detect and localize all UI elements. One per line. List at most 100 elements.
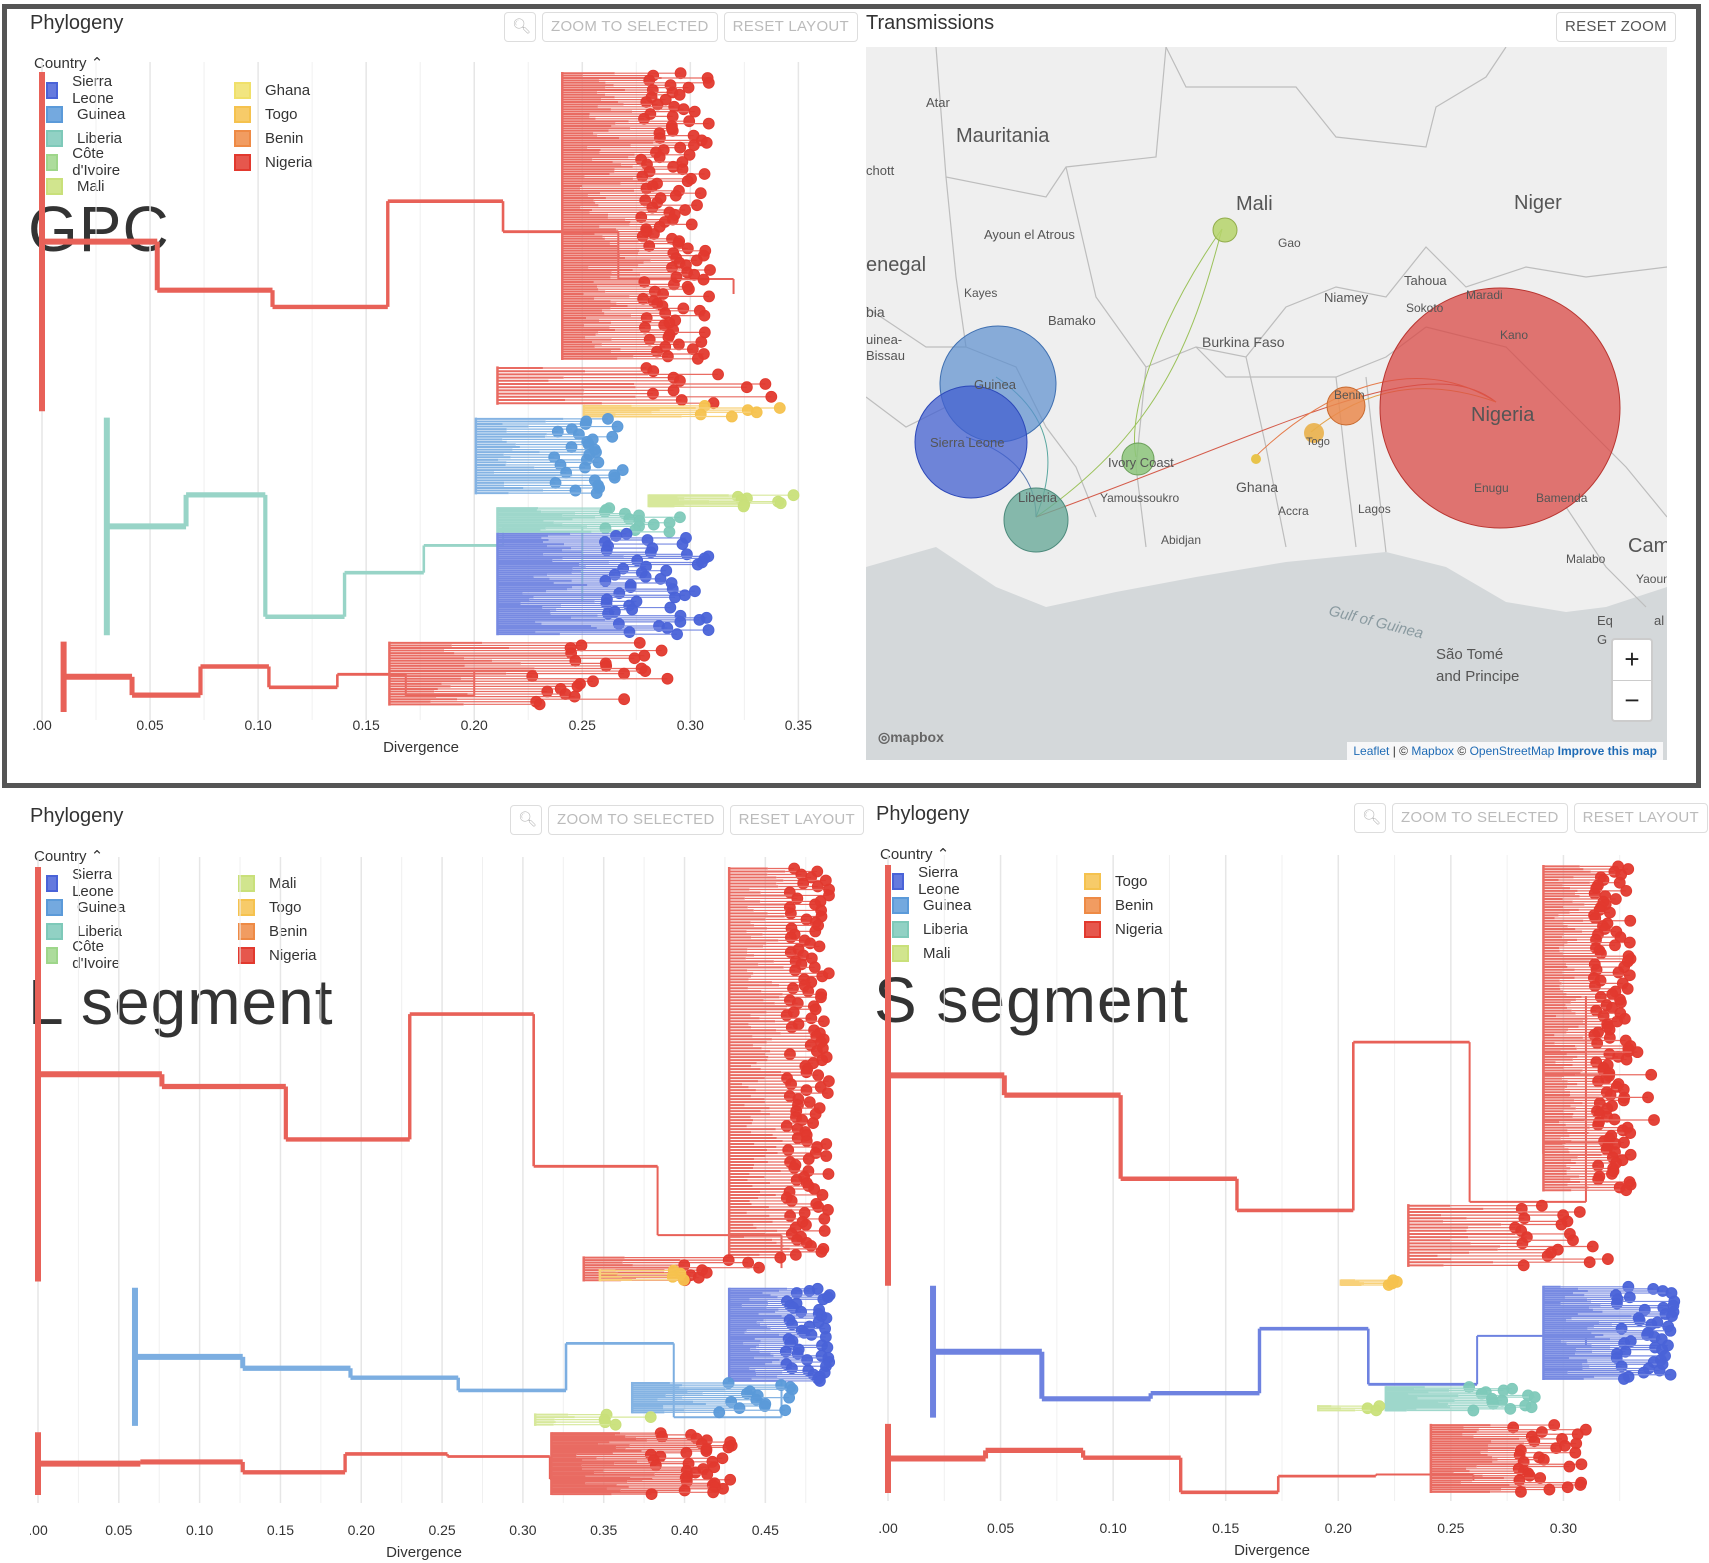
mapbox-link[interactable]: Mapbox	[1411, 744, 1455, 758]
tip-node	[686, 343, 699, 356]
legend-item[interactable]: Liberia	[46, 919, 125, 943]
country-legend-toggle[interactable]: Country ⌃	[880, 845, 949, 863]
tip-node	[703, 290, 715, 303]
legend-item[interactable]: Sierra Leone	[46, 73, 125, 107]
tip-node	[551, 425, 564, 438]
legend-item[interactable]: Guinea	[892, 893, 971, 917]
legend-item[interactable]: Ghana	[234, 78, 313, 102]
reset-layout-button[interactable]: RESET LAYOUT	[1573, 803, 1709, 833]
tip-node	[782, 1144, 795, 1156]
legend-item[interactable]: Benin	[234, 126, 313, 150]
tip-node	[783, 1391, 796, 1404]
legend-item[interactable]: Benin	[1084, 893, 1163, 917]
svg-text:G: G	[1597, 632, 1607, 647]
tip-node	[802, 985, 815, 998]
zoom-to-selected-button[interactable]: ZOOM TO SELECTED	[1392, 803, 1568, 833]
zoom-to-selected-button[interactable]: ZOOM TO SELECTED	[542, 12, 718, 42]
svg-text:Liberia: Liberia	[1018, 490, 1058, 505]
legend-item[interactable]: Togo	[1084, 869, 1163, 893]
tip-node	[1563, 1460, 1576, 1473]
bubble-ivory-coast[interactable]	[1121, 442, 1155, 476]
bubble-sierra-leone[interactable]	[914, 385, 1028, 499]
zoom-icon[interactable]: 🔍︎	[1354, 803, 1386, 833]
bubble-benin[interactable]	[1326, 386, 1366, 426]
mapbox-logo[interactable]: ◎mapbox	[878, 729, 944, 746]
tip-node	[811, 880, 824, 893]
svg-text:Maradi: Maradi	[1466, 288, 1503, 302]
x-tick-label: .00	[32, 717, 52, 733]
tip-node	[638, 649, 651, 662]
tip-node	[1515, 1485, 1527, 1498]
osm-link[interactable]: OpenStreetMap	[1469, 744, 1555, 758]
bubble-liberia[interactable]	[1003, 487, 1069, 553]
legend-item[interactable]: Mali	[46, 174, 125, 198]
country-legend-toggle[interactable]: Country ⌃	[34, 847, 103, 865]
legend-item[interactable]: Mali	[892, 941, 971, 965]
tip-node	[689, 585, 701, 598]
legend-item[interactable]: Liberia	[892, 917, 971, 941]
legend-item[interactable]: Togo	[238, 895, 317, 919]
legend-item[interactable]: Nigeria	[1084, 917, 1163, 941]
reset-layout-button[interactable]: RESET LAYOUT	[729, 805, 865, 835]
legend-item[interactable]: Mali	[238, 871, 317, 895]
zoom-icon[interactable]: 🔍︎	[510, 805, 542, 835]
legend-item[interactable]: Togo	[234, 102, 313, 126]
tip-node	[683, 283, 695, 296]
legend-item[interactable]: Guinea	[46, 102, 125, 126]
legend-swatch	[892, 896, 909, 914]
tip-node	[624, 581, 637, 593]
zoom-in-button[interactable]: +	[1624, 644, 1640, 674]
legend-swatch	[46, 81, 59, 99]
axis-grid: .00 0.05 0.10 0.15 0.20 0.25 0.30 Divergence	[878, 855, 1621, 1559]
tip-node	[608, 471, 621, 484]
legend-item[interactable]: Sierra Leone	[892, 864, 971, 898]
legend-item[interactable]: Sierra Leone	[46, 866, 125, 900]
tip-node	[1537, 1453, 1550, 1466]
tip-node	[815, 1245, 828, 1258]
tip-node	[526, 670, 539, 683]
bubble-ghana[interactable]	[1251, 454, 1261, 464]
tip-node	[599, 575, 612, 587]
tip-node	[688, 139, 700, 152]
tip-node	[820, 1150, 833, 1162]
tip-node	[809, 925, 822, 938]
zoom-to-selected-button[interactable]: ZOOM TO SELECTED	[548, 805, 724, 835]
tip-node	[780, 1120, 793, 1132]
reset-zoom-button[interactable]: RESET ZOOM	[1556, 12, 1676, 42]
bubble-nigeria[interactable]	[1379, 287, 1621, 529]
transmission-map[interactable]: Atar Mauritania chott Mali Niger Ayoun e…	[866, 47, 1667, 760]
bubble-mali[interactable]	[1212, 217, 1238, 243]
tip-node	[651, 98, 664, 111]
legend-swatch	[238, 898, 255, 916]
leaflet-link[interactable]: Leaflet	[1353, 744, 1390, 758]
tip-node	[1624, 1148, 1637, 1161]
tip-node	[676, 538, 689, 550]
tip-node	[1592, 1075, 1605, 1088]
tip-node	[1518, 1212, 1531, 1225]
tip-node	[681, 175, 694, 188]
x-tick-label: 0.15	[1212, 1520, 1239, 1536]
reset-layout-button[interactable]: RESET LAYOUT	[723, 12, 859, 42]
tip-node	[697, 273, 710, 286]
legend-item[interactable]: Benin	[238, 919, 317, 943]
improve-map-link[interactable]: Improve this map	[1557, 744, 1657, 758]
legend-item[interactable]: Liberia	[46, 126, 125, 150]
zoom-out-button[interactable]: −	[1613, 680, 1651, 721]
legend-item[interactable]: Guinea	[46, 895, 125, 919]
legend-item[interactable]: Côte d'Ivoire	[46, 938, 125, 972]
svg-text:Cam: Cam	[1628, 535, 1667, 557]
zoom-icon[interactable]: 🔍︎	[504, 12, 536, 42]
bubble-togo[interactable]	[1304, 423, 1324, 443]
svg-text:Benin: Benin	[1334, 388, 1365, 402]
tip-node	[779, 1404, 792, 1417]
svg-text:Gao: Gao	[1278, 236, 1301, 250]
country-legend-toggle[interactable]: Country ⌃	[34, 54, 103, 72]
tip-node	[1612, 966, 1625, 979]
tip-node	[724, 1473, 737, 1486]
legend-label: Benin	[269, 922, 308, 940]
svg-text:Yaoun: Yaoun	[1636, 572, 1667, 586]
svg-text:Accra: Accra	[1278, 504, 1309, 518]
legend-item[interactable]: Nigeria	[234, 150, 313, 174]
tip-node	[1648, 1114, 1660, 1126]
tip-node	[1664, 1324, 1677, 1337]
